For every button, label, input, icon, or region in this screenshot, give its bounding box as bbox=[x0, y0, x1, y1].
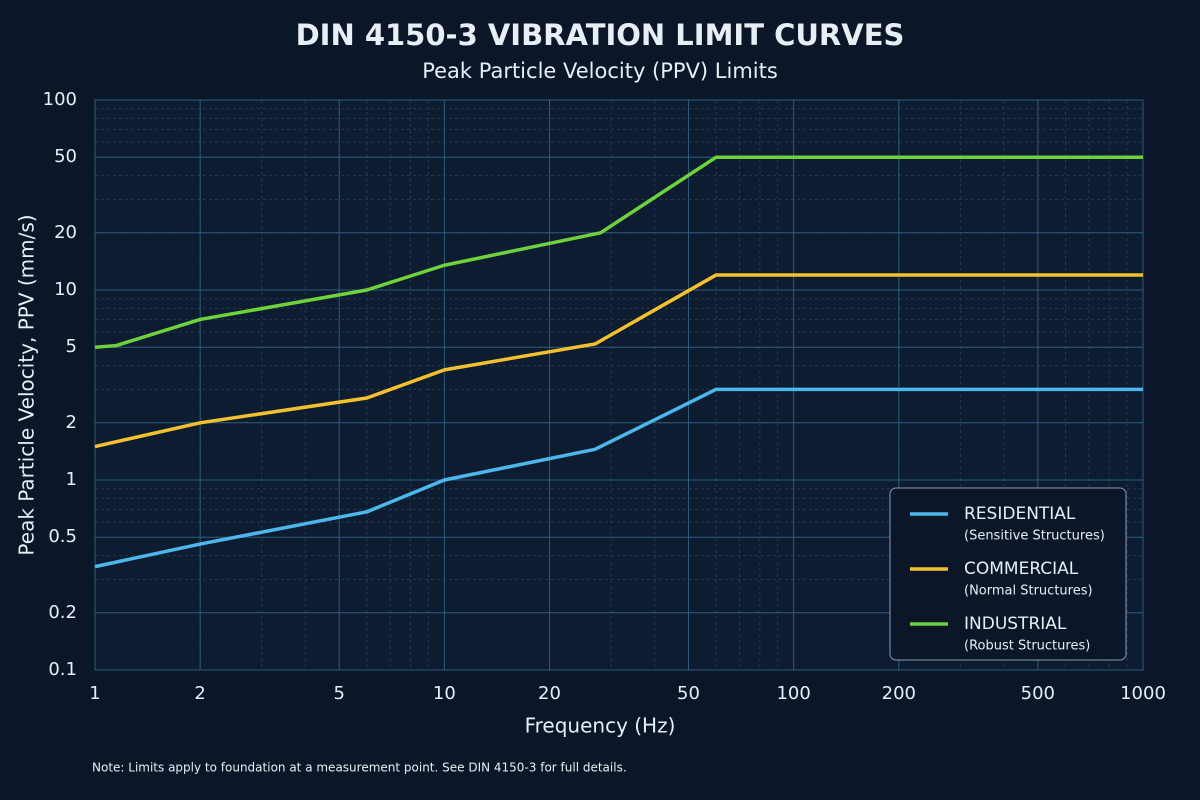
x-tick-label: 1000 bbox=[1120, 683, 1166, 704]
y-tick-label: 1 bbox=[66, 469, 77, 490]
y-tick-label: 10 bbox=[54, 279, 77, 300]
series-line bbox=[94, 273, 1143, 449]
x-tick-label: 20 bbox=[538, 683, 561, 704]
y-tick-label: 0.1 bbox=[48, 659, 77, 680]
legend-description: (Robust Structures) bbox=[964, 639, 1090, 654]
series-line bbox=[94, 387, 1143, 569]
legend-description: (Sensitive Structures) bbox=[964, 529, 1105, 544]
x-tick-label: 5 bbox=[333, 683, 344, 704]
x-tick-label: 1 bbox=[89, 683, 100, 704]
y-tick-label: 2 bbox=[66, 412, 77, 433]
note: Note: Limits apply to foundation at a me… bbox=[92, 761, 627, 775]
y-tick-label: 20 bbox=[54, 222, 77, 243]
y-axis-label: Peak Particle Velocity, PPV (mm/s) bbox=[15, 214, 39, 555]
x-tick-label: 2 bbox=[194, 683, 205, 704]
legend-description: (Normal Structures) bbox=[964, 584, 1093, 599]
y-tick-label: 5 bbox=[66, 336, 77, 357]
y-tick-label: 0.2 bbox=[48, 602, 77, 623]
x-tick-label: 10 bbox=[433, 683, 456, 704]
x-tick-label: 100 bbox=[776, 683, 810, 704]
x-tick-label: 50 bbox=[677, 683, 700, 704]
x-tick-label: 200 bbox=[882, 683, 916, 704]
legend-label: COMMERCIAL bbox=[964, 559, 1079, 579]
series-line bbox=[94, 155, 1143, 349]
legend-box bbox=[889, 487, 1127, 661]
y-tick-label: 50 bbox=[54, 146, 77, 167]
chart-subtitle: Peak Particle Velocity (PPV) Limits bbox=[422, 59, 778, 83]
y-tick-label: 0.5 bbox=[48, 526, 77, 547]
x-axis-label: Frequency (Hz) bbox=[525, 714, 676, 738]
y-tick-label: 100 bbox=[43, 89, 77, 110]
legend-label: INDUSTRIAL bbox=[964, 614, 1067, 634]
chart-title: DIN 4150-3 VIBRATION LIMIT CURVES bbox=[296, 18, 905, 52]
legend-label: RESIDENTIAL bbox=[964, 504, 1076, 524]
x-tick-label: 500 bbox=[1021, 683, 1055, 704]
